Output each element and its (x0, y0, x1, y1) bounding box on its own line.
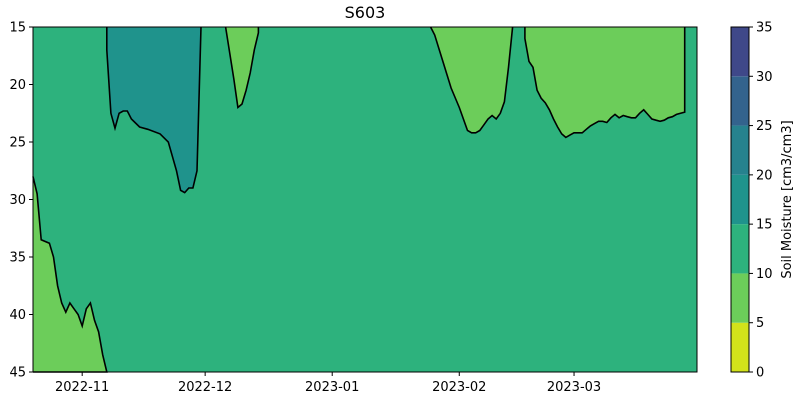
chart-title: S603 (345, 3, 386, 22)
colorbar-label: Soil Moisture [cm3/cm3] (780, 120, 795, 278)
colorbar-tick-label: 25 (756, 119, 773, 134)
x-tick-label: 2022-11 (55, 380, 109, 395)
colorbar: 0 5 10 15 20 25 30 35 (730, 21, 773, 381)
y-tick-label: 25 (9, 136, 26, 151)
contour-region-1 (33, 176, 107, 372)
x-axis: 2022-11 2022-12 2023-01 2023-02 2023-03 (55, 372, 601, 395)
colorbar-tick-label: 5 (756, 316, 764, 331)
contour-region-4 (430, 27, 513, 133)
colorbar-band (731, 224, 749, 274)
colorbar-band (731, 174, 749, 225)
y-tick-label: 30 (9, 193, 26, 208)
contour-line-3 (224, 26, 260, 110)
x-tick-label: 2023-03 (547, 380, 601, 395)
colorbar-band (731, 273, 749, 323)
colorbar-band (731, 322, 749, 372)
contour-regions (32, 26, 686, 373)
colorbar-tick-label: 0 (756, 366, 764, 381)
y-tick-label: 45 (9, 366, 26, 381)
contour-line-2 (106, 26, 202, 194)
colorbar-frame (730, 26, 750, 373)
contour-region-3 (225, 27, 259, 108)
colorbar-band (731, 125, 749, 175)
y-tick-label: 40 (9, 308, 26, 323)
contour-line-1 (32, 176, 108, 373)
colorbar-tick-label: 10 (756, 267, 773, 282)
y-axis: 15 20 25 30 35 40 45 (9, 21, 33, 381)
colorbar-band (731, 27, 749, 77)
x-tick-label: 2023-02 (432, 380, 486, 395)
y-tick-label: 35 (9, 251, 26, 266)
contour-line-4 (429, 26, 514, 134)
colorbar-band (731, 76, 749, 126)
contour-line-5 (524, 27, 686, 139)
colorbar-tick-label: 30 (756, 70, 773, 85)
colorbar-tick-label: 20 (756, 168, 773, 183)
x-tick-label: 2023-01 (305, 380, 359, 395)
y-tick-label: 20 (9, 78, 26, 93)
colorbar-tick-label: 15 (756, 218, 773, 233)
x-tick-label: 2022-12 (178, 380, 232, 395)
contour-region-2 (106, 27, 201, 193)
y-tick-label: 15 (9, 21, 26, 36)
colorbar-tick-label: 35 (756, 21, 773, 36)
